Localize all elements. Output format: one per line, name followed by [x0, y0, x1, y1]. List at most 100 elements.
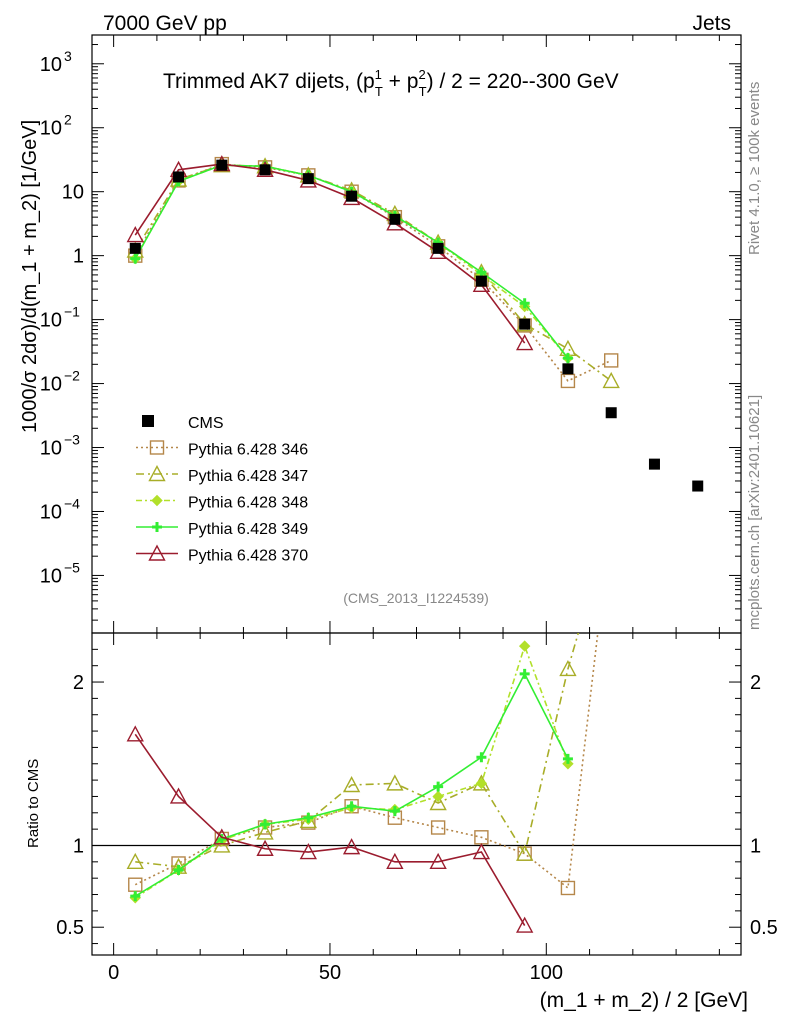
series-line-ratio-4 — [134, 733, 526, 926]
series-point-ratio-4 — [429, 852, 447, 870]
xlabel: (m_1 + m_2) / 2 [GeV] — [540, 989, 748, 1012]
ylabel-ratio: Ratio to CMS — [25, 759, 42, 848]
legend-marker-3 — [152, 522, 162, 532]
y-tick-exp: −3 — [64, 432, 80, 448]
series-point-ratio-1 — [604, 511, 619, 525]
series-point-main-0 — [604, 353, 619, 368]
series-point-ratio-1 — [256, 823, 274, 840]
legend-label-3: Pythia 6.428 349 — [188, 521, 308, 538]
chart-title: Trimmed AK7 dijets, (p1 T + p2 T) / 2 = 22… — [163, 67, 619, 99]
legend-marker-data — [142, 415, 154, 427]
series-point-ratio-3 — [519, 668, 530, 679]
ratio-tick-label: 1 — [73, 835, 84, 857]
title-sup-2: 2 — [418, 67, 425, 82]
series-point-ratio-3 — [173, 865, 184, 876]
series-point-main-1 — [602, 371, 620, 389]
series-line-main-0 — [134, 163, 612, 382]
series-point-ratio-4 — [299, 843, 318, 860]
series-point-main-4 — [126, 226, 144, 243]
series-point-ratio-2 — [518, 640, 531, 652]
series-point-ratio-4 — [386, 852, 404, 870]
data-point — [648, 458, 660, 470]
legend-label-0: Pythia 6.428 346 — [188, 442, 308, 459]
y-tick-label: 10 — [40, 54, 62, 76]
series-line-ratio-2 — [134, 643, 569, 899]
series-point-ratio-4 — [342, 838, 361, 855]
series-point-ratio-4 — [169, 787, 188, 804]
data-point — [346, 190, 358, 202]
y-tick-exp: −5 — [64, 559, 80, 575]
data-point — [216, 159, 228, 171]
series-point-ratio-3 — [433, 781, 444, 792]
legend-label-2: Pythia 6.428 348 — [188, 495, 308, 512]
series-line-main-1 — [134, 164, 612, 382]
data-point — [562, 363, 574, 375]
y-tick-label: 10 — [40, 310, 62, 332]
data-point — [389, 213, 401, 225]
series-point-ratio-1 — [342, 776, 361, 793]
x-tick-label: 100 — [530, 962, 563, 984]
series-point-ratio-4 — [472, 843, 491, 860]
legend-marker-0 — [149, 440, 165, 455]
legend: CMS Pythia 6.428 346 Pythia 6.428 347 Pythi… — [136, 415, 308, 565]
y-tick-exp: −1 — [64, 304, 80, 320]
x-tick-label: 0 — [108, 962, 119, 984]
title-sub-1: T — [375, 84, 383, 99]
data-point — [259, 164, 271, 176]
series-point-ratio-3 — [346, 801, 357, 812]
data-point — [129, 242, 141, 254]
series-point-ratio-3 — [476, 752, 487, 763]
y-tick-exp: −2 — [64, 368, 80, 384]
legend-marker-2 — [151, 494, 163, 507]
series-point-main-4 — [515, 334, 534, 351]
y-tick-exp: 2 — [64, 112, 72, 128]
series-point-ratio-4 — [213, 828, 231, 845]
data-point — [605, 407, 617, 419]
series-point-ratio-4 — [256, 839, 274, 856]
legend-marker-4 — [148, 544, 166, 561]
series-point-ratio-3 — [389, 806, 400, 817]
legend-marker-1 — [148, 465, 166, 482]
series-point-ratio-1 — [213, 836, 231, 853]
series-point-ratio-1 — [515, 844, 534, 861]
series-point-ratio-2 — [475, 777, 488, 790]
legend-label-data: CMS — [188, 415, 224, 432]
series-point-ratio-3 — [562, 753, 573, 764]
rivet-label: Rivet 4.1.0, ≥ 100k events — [746, 82, 763, 255]
series-point-ratio-3 — [130, 891, 141, 902]
x-tick-label: 50 — [319, 962, 341, 984]
series-point-ratio-3 — [303, 812, 314, 823]
series-point-ratio-0 — [560, 880, 576, 896]
y-tick-label: 10 — [62, 182, 84, 204]
title-sup-1: 1 — [375, 67, 382, 82]
title-part-3: ) / 2 = 220--300 GeV — [427, 70, 619, 93]
series-line-main-4 — [134, 163, 526, 344]
ratio-tick-label: 2 — [73, 672, 84, 694]
ratio-tick-label-right: 1 — [750, 835, 761, 857]
series-point-ratio-1 — [386, 774, 404, 791]
mcplots-label: mcplots.cern.ch [arXiv:2401.10621] — [746, 395, 763, 630]
series-point-main-3 — [476, 267, 487, 278]
y-tick-label: 1 — [73, 246, 84, 268]
y-tick-label: 10 — [40, 118, 62, 140]
series-point-ratio-3 — [260, 819, 271, 830]
analysis-tag: (CMS_2013_I1224539) — [343, 590, 489, 606]
data-point — [519, 318, 531, 330]
y-tick-exp: 3 — [64, 48, 72, 64]
ratio-tick-label: 0.5 — [56, 917, 84, 939]
series-point-main-3 — [519, 298, 530, 309]
title-part-1: Trimmed AK7 dijets, (p — [163, 70, 375, 93]
series-line-ratio-1 — [135, 633, 580, 868]
title-part-2: + p — [383, 70, 419, 93]
data-point — [432, 242, 444, 254]
title-sub-2: T — [419, 84, 427, 99]
series-point-main-3 — [130, 253, 141, 264]
data-point — [302, 173, 314, 185]
series-point-ratio-0 — [605, 512, 618, 525]
data-point — [173, 171, 185, 183]
series-point-ratio-4 — [126, 725, 144, 742]
series-point-ratio-0 — [430, 820, 446, 835]
series-point-main-3 — [562, 353, 573, 364]
header-left: 7000 GeV pp — [103, 12, 227, 35]
